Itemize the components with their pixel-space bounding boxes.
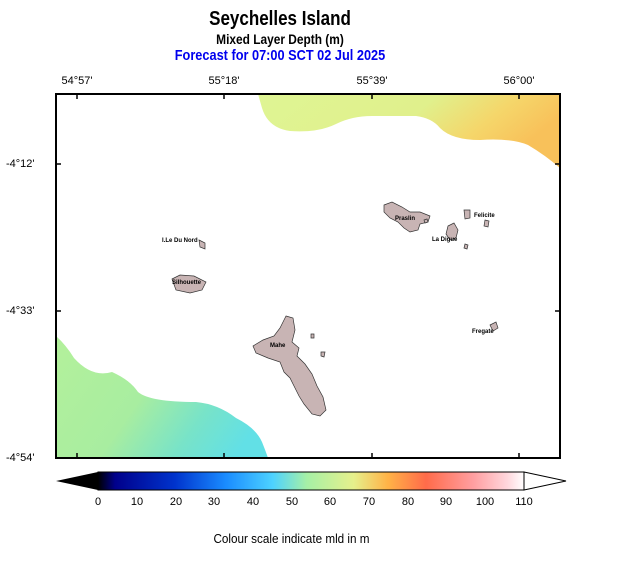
colorbar-low-arrow <box>56 472 98 490</box>
lon-tick-label: 55°39' <box>356 75 388 87</box>
fregate-island[interactable] <box>489 321 499 332</box>
colorbar-tick-label: 90 <box>439 496 453 508</box>
colorbar-tick-label: 10 <box>130 496 144 508</box>
felicite-island[interactable] <box>463 209 471 220</box>
small-islet <box>423 218 429 224</box>
place-label: Fregate <box>472 329 494 335</box>
map-subtitle: Mixed Layer Depth (m) <box>216 31 344 47</box>
lat-tick-label: -4°33' <box>6 305 35 317</box>
mld-field-north <box>258 94 560 168</box>
map-ticks <box>56 94 560 458</box>
colorbar-caption: Colour scale indicate mld in m <box>213 531 370 546</box>
place-label: La Digue <box>432 237 458 243</box>
colorbar-tick-label: 110 <box>515 496 533 508</box>
lat-tick-label: -4°54' <box>6 452 35 464</box>
map-frame <box>55 93 561 459</box>
colorbar-tick-label: 40 <box>246 496 260 508</box>
place-label: Praslin <box>395 216 415 222</box>
lon-tick-label: 54°57' <box>61 75 93 87</box>
ile-du-nord-island[interactable] <box>198 239 206 250</box>
colorbar-tick-label: 50 <box>285 496 299 508</box>
colorbar-tick-label: 0 <box>94 496 102 508</box>
island-landmasses <box>171 201 499 417</box>
lon-tick-label: 55°18' <box>208 75 240 87</box>
place-labels: I.Le Du Nord Silhouette Praslin Felicite… <box>162 213 495 349</box>
small-islet <box>320 351 326 358</box>
small-islet <box>463 243 469 250</box>
map-title: Seychelles Island <box>209 8 351 30</box>
lon-tick-label: 56°00' <box>503 75 535 87</box>
colorbar <box>56 471 567 491</box>
forecast-time: Forecast for 07:00 SCT 02 Jul 2025 <box>174 47 386 64</box>
colorbar-tick-label: 80 <box>401 496 415 508</box>
place-label: Felicite <box>474 213 495 219</box>
colorbar-tick-label: 100 <box>475 496 495 508</box>
colorbar-high-arrow <box>523 471 567 491</box>
small-islet <box>483 219 490 228</box>
mahe-island[interactable] <box>252 315 327 417</box>
colorbar-tick-label: 20 <box>169 496 183 508</box>
place-label: I.Le Du Nord <box>162 238 198 244</box>
colorbar-tick-label: 70 <box>362 496 376 508</box>
small-islet <box>310 333 315 339</box>
place-label: Silhouette <box>172 280 202 286</box>
colorbar-tick-label: 30 <box>207 496 221 508</box>
map-canvas[interactable]: I.Le Du Nord Silhouette Praslin Felicite… <box>0 0 630 470</box>
mld-field-southwest <box>56 336 268 458</box>
lat-tick-label: -4°12' <box>6 158 35 170</box>
place-label: Mahe <box>270 343 286 349</box>
colorbar-ramp <box>98 472 524 490</box>
praslin-island[interactable] <box>383 201 431 233</box>
silhouette-island[interactable] <box>171 274 207 294</box>
colorbar-tick-label: 60 <box>323 496 337 508</box>
la-digue-island[interactable] <box>445 222 459 241</box>
